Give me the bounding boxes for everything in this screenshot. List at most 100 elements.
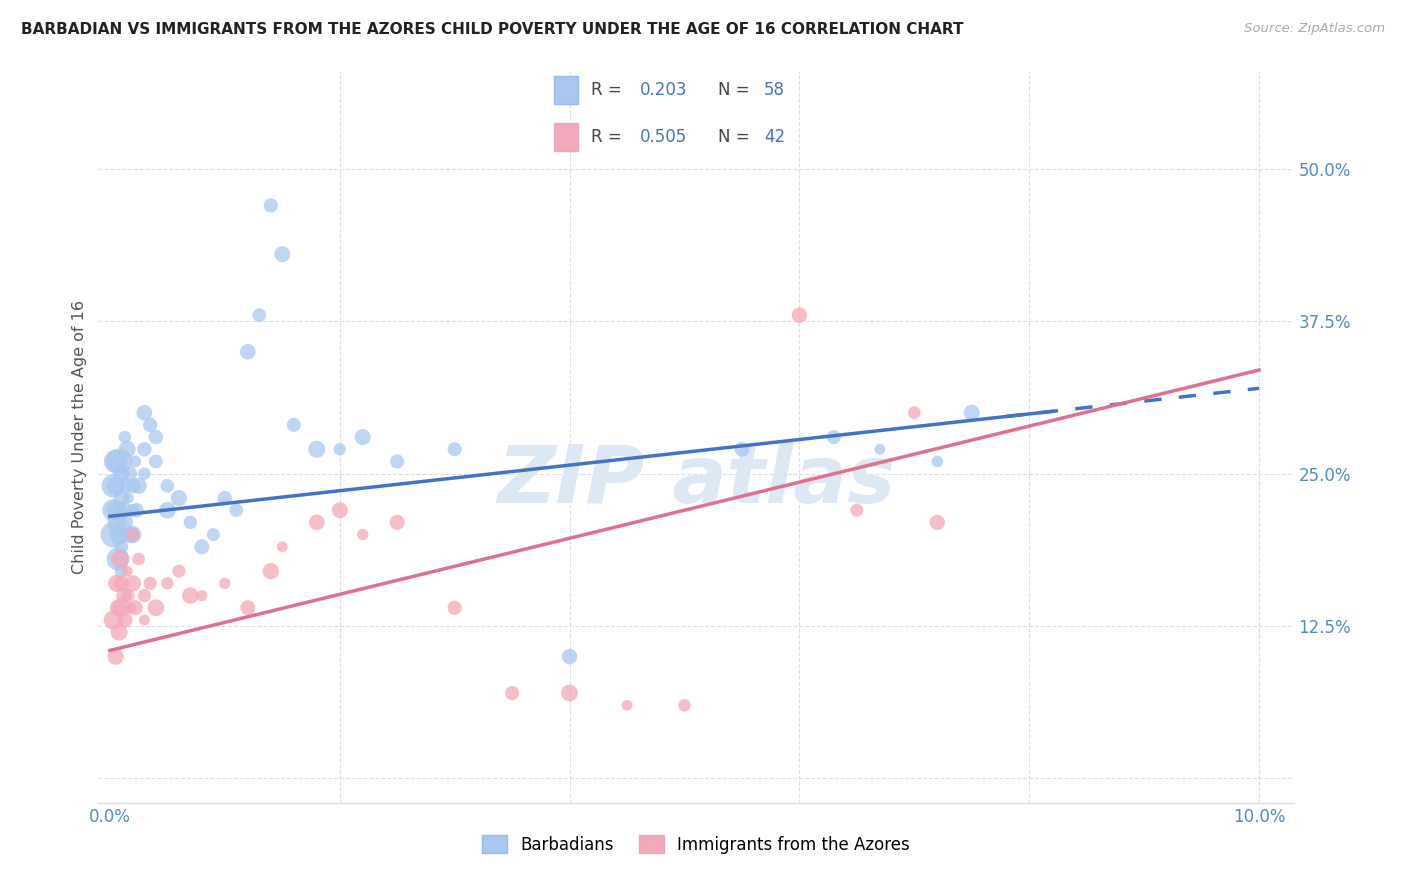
Point bbox=[236, 600, 259, 615]
Point bbox=[823, 430, 845, 444]
Point bbox=[107, 600, 129, 615]
Point bbox=[110, 564, 132, 578]
Text: 0.505: 0.505 bbox=[640, 128, 688, 146]
Point bbox=[869, 442, 891, 457]
Point bbox=[108, 625, 131, 640]
Text: 58: 58 bbox=[763, 81, 785, 99]
Point bbox=[117, 491, 139, 505]
Point bbox=[501, 686, 523, 700]
Point bbox=[443, 442, 465, 457]
Point bbox=[124, 600, 146, 615]
Point bbox=[179, 516, 201, 530]
Point bbox=[960, 406, 983, 420]
Point bbox=[134, 613, 156, 627]
Point bbox=[104, 454, 127, 468]
Point bbox=[616, 698, 638, 713]
Point bbox=[443, 600, 465, 615]
Point bbox=[191, 589, 214, 603]
Legend: Barbadians, Immigrants from the Azores: Barbadians, Immigrants from the Azores bbox=[475, 829, 917, 860]
Point bbox=[103, 613, 125, 627]
Bar bbox=[554, 77, 578, 104]
Point bbox=[202, 527, 225, 541]
Point bbox=[124, 454, 146, 468]
Point bbox=[122, 527, 145, 541]
Point bbox=[122, 576, 145, 591]
Point bbox=[167, 564, 190, 578]
Point bbox=[108, 454, 131, 468]
Point bbox=[214, 576, 236, 591]
Point bbox=[128, 479, 150, 493]
Point bbox=[156, 479, 179, 493]
Point bbox=[260, 564, 283, 578]
Text: R =: R = bbox=[591, 81, 627, 99]
Point bbox=[139, 417, 162, 432]
Point bbox=[117, 589, 139, 603]
Text: Source: ZipAtlas.com: Source: ZipAtlas.com bbox=[1244, 22, 1385, 36]
Point bbox=[352, 430, 374, 444]
Point bbox=[673, 698, 696, 713]
Text: N =: N = bbox=[717, 81, 755, 99]
Point bbox=[110, 600, 132, 615]
Point bbox=[927, 454, 949, 468]
Point bbox=[120, 600, 142, 615]
Point bbox=[115, 564, 138, 578]
Point bbox=[110, 552, 132, 566]
Point bbox=[114, 430, 136, 444]
Point bbox=[139, 576, 162, 591]
Point bbox=[122, 527, 145, 541]
Text: R =: R = bbox=[591, 128, 627, 146]
Point bbox=[352, 527, 374, 541]
Point bbox=[103, 527, 125, 541]
Point bbox=[271, 247, 294, 261]
Point bbox=[110, 576, 132, 591]
Point bbox=[134, 442, 156, 457]
Point bbox=[329, 442, 352, 457]
Point bbox=[731, 442, 754, 457]
Point bbox=[134, 406, 156, 420]
Point bbox=[105, 503, 128, 517]
Point bbox=[385, 516, 409, 530]
Point bbox=[104, 649, 127, 664]
Point bbox=[125, 503, 148, 517]
Point bbox=[110, 516, 132, 530]
Point bbox=[903, 406, 925, 420]
Point bbox=[145, 600, 167, 615]
Point bbox=[103, 503, 125, 517]
Point bbox=[305, 442, 328, 457]
Point bbox=[167, 491, 190, 505]
Point bbox=[112, 503, 135, 517]
Point bbox=[110, 516, 132, 530]
Bar bbox=[554, 123, 578, 152]
Point bbox=[103, 479, 125, 493]
Point bbox=[845, 503, 868, 517]
Point bbox=[156, 503, 179, 517]
Text: N =: N = bbox=[717, 128, 755, 146]
Point bbox=[118, 467, 141, 481]
Point bbox=[271, 540, 294, 554]
Point bbox=[789, 308, 811, 322]
Point bbox=[558, 686, 581, 700]
Point bbox=[329, 503, 352, 517]
Point bbox=[110, 491, 132, 505]
Point bbox=[110, 467, 132, 481]
Point bbox=[110, 540, 132, 554]
Point bbox=[104, 479, 127, 493]
Text: 0.203: 0.203 bbox=[640, 81, 688, 99]
Point bbox=[558, 649, 581, 664]
Point bbox=[107, 552, 129, 566]
Point bbox=[122, 479, 145, 493]
Point bbox=[283, 417, 305, 432]
Point bbox=[145, 430, 167, 444]
Point bbox=[115, 442, 138, 457]
Point bbox=[128, 552, 150, 566]
Point bbox=[105, 576, 128, 591]
Point bbox=[214, 491, 236, 505]
Point bbox=[191, 540, 214, 554]
Point bbox=[927, 516, 949, 530]
Text: BARBADIAN VS IMMIGRANTS FROM THE AZORES CHILD POVERTY UNDER THE AGE OF 16 CORREL: BARBADIAN VS IMMIGRANTS FROM THE AZORES … bbox=[21, 22, 963, 37]
Point bbox=[122, 503, 145, 517]
Point bbox=[305, 516, 328, 530]
Point bbox=[179, 589, 201, 603]
Point bbox=[134, 589, 156, 603]
Point bbox=[108, 527, 131, 541]
